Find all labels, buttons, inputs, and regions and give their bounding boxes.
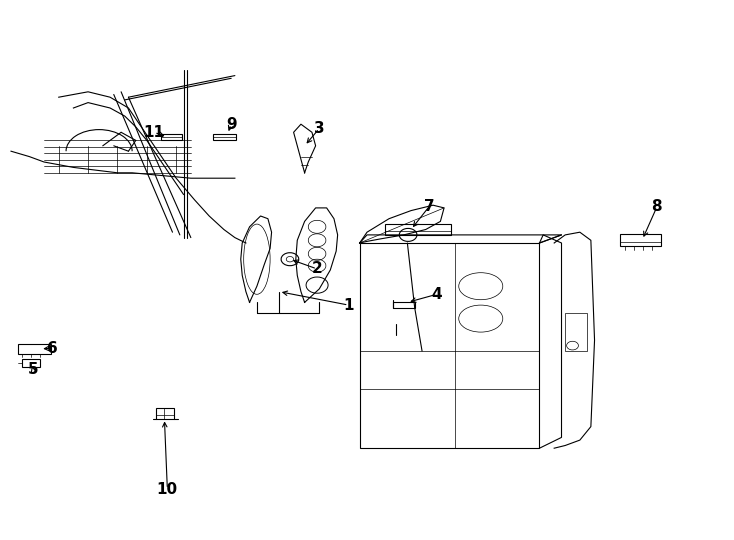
Bar <box>22 359 40 367</box>
Bar <box>360 243 539 448</box>
Bar <box>156 408 174 418</box>
Bar <box>385 224 451 235</box>
Bar <box>161 134 182 140</box>
Bar <box>393 302 415 308</box>
Bar <box>213 134 236 140</box>
Text: 9: 9 <box>226 117 236 132</box>
Text: 6: 6 <box>48 341 58 356</box>
Bar <box>18 344 51 354</box>
Bar <box>565 313 587 351</box>
Text: 10: 10 <box>157 482 178 497</box>
Text: 8: 8 <box>652 199 662 214</box>
Text: 3: 3 <box>314 121 324 136</box>
Bar <box>620 234 661 246</box>
Text: 1: 1 <box>344 298 354 313</box>
Text: 11: 11 <box>144 125 164 140</box>
Text: 5: 5 <box>28 362 38 377</box>
Text: 7: 7 <box>424 199 435 214</box>
Text: 2: 2 <box>312 261 322 276</box>
Text: 4: 4 <box>432 287 442 302</box>
